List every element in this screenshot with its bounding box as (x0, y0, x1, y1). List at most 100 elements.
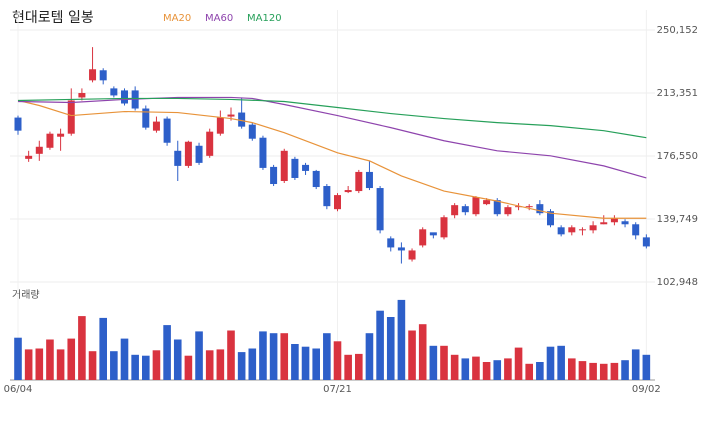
volume-bar (610, 362, 619, 380)
volume-bar (355, 353, 363, 380)
x-tick-label: 07/21 (323, 384, 352, 395)
volume-bar (56, 349, 65, 380)
candle-body (99, 70, 107, 81)
ma-line (17, 96, 647, 179)
candle-body (515, 206, 523, 208)
volume-bar (386, 317, 395, 380)
volume-bar (46, 339, 54, 380)
volume-bar (429, 345, 438, 380)
x-tick-label: 06/04 (4, 384, 33, 395)
candle-body (472, 197, 480, 215)
volume-bar (408, 330, 416, 380)
candle-body (483, 200, 491, 205)
volume-bar (184, 355, 193, 380)
y-tick-label: 102,948 (657, 277, 698, 288)
volume-bar (631, 349, 640, 380)
candle-body (568, 227, 576, 233)
chart-title: 현대로템 일봉 (12, 10, 94, 26)
volume-bar (461, 358, 470, 380)
candle-body (525, 206, 533, 208)
candle-body (280, 150, 288, 181)
candle-body (291, 158, 299, 178)
volume-bar (333, 341, 342, 380)
ma-line (17, 97, 647, 139)
candle-body (163, 118, 171, 143)
volume-bar (621, 360, 629, 380)
candle-body (152, 121, 160, 131)
volume-bar (237, 352, 246, 380)
candle-body (547, 211, 554, 226)
candle-body (621, 221, 629, 225)
candle-body (578, 229, 586, 231)
candle-body (451, 205, 459, 216)
volume-bar (504, 358, 512, 380)
volume-bar (88, 351, 97, 380)
volume-bar (67, 338, 76, 380)
volume-bar (78, 316, 86, 380)
candle-body (323, 186, 331, 207)
volume-bar (546, 346, 555, 380)
candle-body (195, 145, 203, 163)
volume-bar (195, 331, 203, 380)
candle-body (365, 171, 373, 189)
volume-bar (131, 354, 139, 380)
candle-body (632, 224, 640, 236)
volume-bar (482, 362, 491, 380)
candle-body (206, 131, 214, 156)
candle-body (312, 170, 320, 188)
volume-bar (536, 362, 544, 380)
volume-bar (397, 299, 406, 380)
candle-body (408, 250, 416, 260)
volume-bar (440, 345, 448, 380)
candle-body (419, 229, 427, 246)
ma-line (17, 99, 647, 219)
volume-bar (173, 339, 182, 380)
candle-body (248, 124, 256, 139)
candle-body (429, 232, 437, 236)
candle-body (302, 164, 310, 171)
candle-body (387, 238, 395, 248)
volume-bar (110, 351, 118, 380)
candle-body (238, 112, 246, 127)
volume-bar (365, 333, 374, 380)
volume-bar (259, 331, 267, 380)
volume-bar (301, 346, 310, 380)
candle-body (397, 247, 405, 251)
volume-bar (205, 350, 214, 380)
volume-bar (142, 355, 150, 380)
candle-body (610, 218, 618, 223)
candle-body (344, 190, 352, 193)
candle-body (78, 93, 86, 98)
candle-body (259, 137, 267, 168)
volume-bar (120, 338, 129, 380)
volume-bar (291, 344, 299, 380)
candle-body (25, 155, 33, 159)
volume-bar (323, 333, 331, 380)
candle-body (376, 188, 384, 231)
volume-bar (376, 310, 384, 380)
legend-label: MA120 (247, 13, 282, 24)
volume-bar (99, 317, 107, 380)
volume-bar (568, 358, 576, 380)
candle-body (174, 150, 182, 166)
candle-body (227, 114, 235, 117)
volume-bar (344, 354, 352, 380)
volume-bar (493, 360, 502, 380)
volume-bar (514, 347, 523, 380)
candle-body (642, 237, 650, 247)
candle-body (216, 117, 224, 134)
legend-label: MA20 (163, 13, 191, 24)
volume-bar (163, 325, 171, 380)
volume-bar (599, 363, 608, 380)
candle-body (110, 88, 118, 96)
candle-body (536, 204, 544, 214)
candle-body (355, 171, 363, 192)
candle-body (184, 141, 192, 166)
y-tick-label: 213,351 (657, 88, 698, 99)
candle-body (121, 90, 128, 104)
y-tick-label: 176,550 (657, 151, 698, 162)
candle-body (557, 227, 565, 235)
volume-bar (450, 354, 459, 380)
volume-bar (269, 333, 278, 380)
